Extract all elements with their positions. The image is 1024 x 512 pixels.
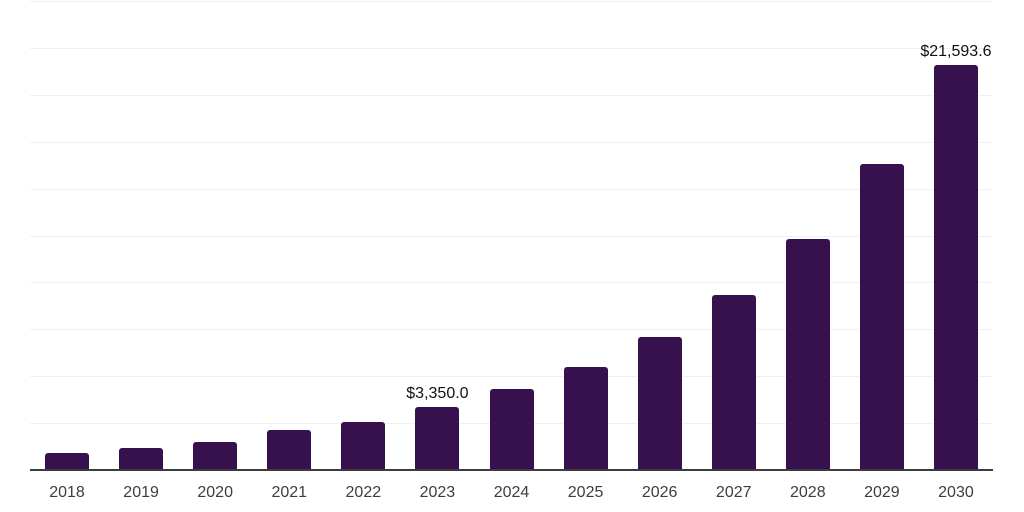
data-label-2030: $21,593.6 <box>920 43 992 60</box>
bar-2021 <box>267 430 312 470</box>
gridline <box>30 47 993 49</box>
x-tick-2027: 2027 <box>715 484 752 501</box>
bar-2028 <box>785 239 830 470</box>
bar-2024 <box>489 389 534 470</box>
bar-2018 <box>45 453 90 470</box>
x-tick-2026: 2026 <box>641 484 678 501</box>
x-tick-2020: 2020 <box>197 484 233 501</box>
bar-2025 <box>563 367 608 470</box>
bar-2023 <box>415 407 460 470</box>
data-label-2023: $3,350.0 <box>406 385 469 402</box>
x-tick-2029: 2029 <box>864 484 900 501</box>
x-tick-2025: 2025 <box>567 484 604 501</box>
x-tick-2021: 2021 <box>271 484 308 501</box>
plot-area: $3,350.0 $21,593.6 <box>30 1 993 471</box>
gridline <box>30 282 993 284</box>
bar-2020 <box>193 442 238 470</box>
x-tick-2022: 2022 <box>345 484 382 501</box>
bar-2030 <box>933 65 978 470</box>
x-tick-2028: 2028 <box>790 484 826 501</box>
x-axis-line <box>30 469 993 471</box>
x-tick-2024: 2024 <box>493 484 530 501</box>
gridline <box>30 94 993 96</box>
x-tick-2018: 2018 <box>49 484 85 501</box>
gridline <box>30 1 993 2</box>
bar-2026 <box>637 337 682 470</box>
gridline <box>30 235 993 237</box>
gridline <box>30 329 993 331</box>
bar-2019 <box>119 448 164 470</box>
bar-2027 <box>711 295 756 470</box>
gridline <box>30 188 993 190</box>
bar-2029 <box>859 164 904 470</box>
x-tick-2030: 2030 <box>938 484 974 501</box>
x-tick-2023: 2023 <box>419 484 456 501</box>
bar-2022 <box>341 422 386 470</box>
x-tick-2019: 2019 <box>123 484 159 501</box>
gridline <box>30 141 993 143</box>
gridline <box>30 376 993 378</box>
